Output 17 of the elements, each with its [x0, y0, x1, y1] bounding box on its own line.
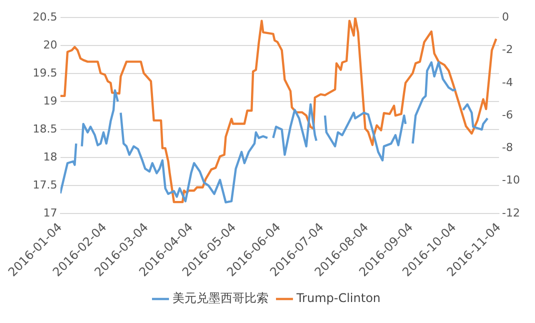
y-tick-label: 20.5	[32, 10, 58, 24]
y-tick-label: 19	[43, 94, 58, 108]
y-tick-label: 18	[43, 150, 58, 164]
y2-tick-label: -12	[502, 206, 520, 220]
y2-tick-label: -4	[502, 76, 514, 89]
y2-tick-label: -10	[502, 174, 520, 187]
y2-tick-label: -2	[502, 43, 513, 56]
y-tick-label: 18.5	[32, 122, 58, 136]
y2-tick-label: -8	[502, 141, 514, 154]
legend-label: Trump-Clinton	[295, 291, 381, 306]
y-tick-label: 17	[43, 206, 58, 220]
y-tick-label: 20	[43, 38, 58, 52]
y2-tick-label: -6	[502, 108, 514, 122]
y-tick-label: 19.5	[32, 66, 58, 80]
y-tick-label: 17.5	[32, 178, 58, 192]
y2-tick-label: 0	[502, 10, 510, 24]
legend-label: 美元兑墨西哥比索	[172, 291, 268, 306]
